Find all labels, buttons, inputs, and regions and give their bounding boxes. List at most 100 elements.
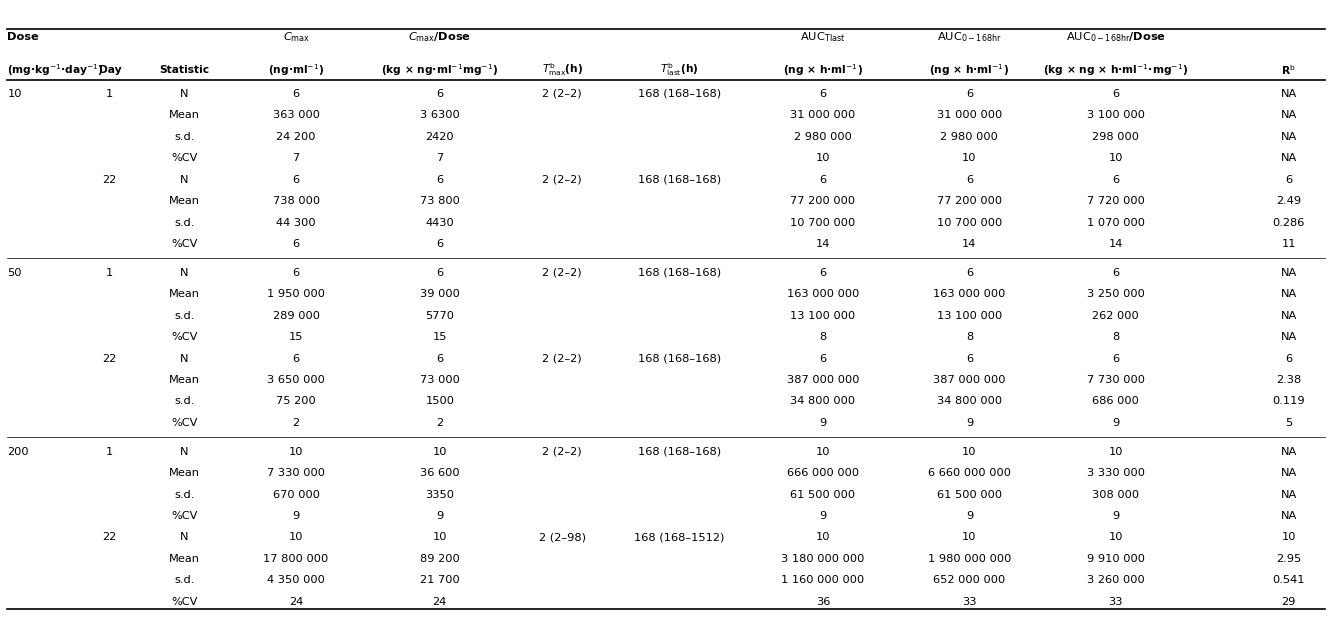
Text: $\rm AUC_{0-168hr}$: $\rm AUC_{0-168hr}$ <box>938 30 1002 44</box>
Text: 33: 33 <box>1108 597 1123 607</box>
Text: R$^{\rm b}$: R$^{\rm b}$ <box>1281 63 1296 76</box>
Text: 11: 11 <box>1281 239 1296 249</box>
Text: 33: 33 <box>962 597 976 607</box>
Text: 5: 5 <box>1285 418 1292 428</box>
Text: 6: 6 <box>819 175 827 184</box>
Text: $T_{\rm last}^{\rm b}$(h): $T_{\rm last}^{\rm b}$(h) <box>661 61 698 78</box>
Text: Mean: Mean <box>169 554 200 564</box>
Text: 9: 9 <box>293 511 300 521</box>
Text: 34 800 000: 34 800 000 <box>936 396 1002 406</box>
Text: 31 000 000: 31 000 000 <box>790 111 855 120</box>
Text: 29: 29 <box>1281 597 1296 607</box>
Text: 73 000: 73 000 <box>420 375 460 385</box>
Text: 50: 50 <box>8 268 21 278</box>
Text: 168 (168–168): 168 (168–168) <box>638 89 721 99</box>
Text: 163 000 000: 163 000 000 <box>787 289 859 299</box>
Text: 3 100 000: 3 100 000 <box>1087 111 1144 120</box>
Text: 13 100 000: 13 100 000 <box>936 310 1002 320</box>
Text: (kg × ng·ml$^{-1}$mg$^{-1}$): (kg × ng·ml$^{-1}$mg$^{-1}$) <box>381 62 498 78</box>
Text: 1500: 1500 <box>425 396 454 406</box>
Text: 10: 10 <box>962 446 976 456</box>
Text: 22: 22 <box>103 532 117 542</box>
Text: 10: 10 <box>815 446 830 456</box>
Text: 168 (168–168): 168 (168–168) <box>638 446 721 456</box>
Text: 2.49: 2.49 <box>1276 196 1301 206</box>
Text: 7: 7 <box>293 153 300 163</box>
Text: 9: 9 <box>819 418 827 428</box>
Text: 7 720 000: 7 720 000 <box>1087 196 1144 206</box>
Text: 168 (168–168): 168 (168–168) <box>638 175 721 184</box>
Text: 363 000: 363 000 <box>273 111 320 120</box>
Text: NA: NA <box>1280 89 1297 99</box>
Text: 2 (2–2): 2 (2–2) <box>542 446 582 456</box>
Text: NA: NA <box>1280 489 1297 499</box>
Text: NA: NA <box>1280 289 1297 299</box>
Text: NA: NA <box>1280 111 1297 120</box>
Text: 6: 6 <box>1285 353 1292 363</box>
Text: 6: 6 <box>819 353 827 363</box>
Text: 6 660 000 000: 6 660 000 000 <box>928 468 1011 478</box>
Text: %CV: %CV <box>170 418 197 428</box>
Text: 10 700 000: 10 700 000 <box>936 217 1002 227</box>
Text: 10: 10 <box>815 153 830 163</box>
Text: 10: 10 <box>8 89 21 99</box>
Text: 5770: 5770 <box>425 310 454 320</box>
Text: 0.286: 0.286 <box>1272 217 1305 227</box>
Text: 9 910 000: 9 910 000 <box>1087 554 1144 564</box>
Text: s.d.: s.d. <box>174 310 194 320</box>
Text: 10: 10 <box>962 532 976 542</box>
Text: N: N <box>180 532 189 542</box>
Text: 73 800: 73 800 <box>420 196 460 206</box>
Text: N: N <box>180 89 189 99</box>
Text: 2: 2 <box>437 418 444 428</box>
Text: 36: 36 <box>815 597 830 607</box>
Text: $T_{\rm max}^{\rm b}$(h): $T_{\rm max}^{\rm b}$(h) <box>542 61 583 78</box>
Text: 6: 6 <box>966 268 972 278</box>
Text: 6: 6 <box>293 89 300 99</box>
Text: 21 700: 21 700 <box>420 575 460 585</box>
Text: 686 000: 686 000 <box>1092 396 1139 406</box>
Text: 2 (2–2): 2 (2–2) <box>542 89 582 99</box>
Text: 6: 6 <box>293 353 300 363</box>
Text: 2 (2–2): 2 (2–2) <box>542 268 582 278</box>
Text: 24 200: 24 200 <box>276 132 316 142</box>
Text: 1: 1 <box>107 268 113 278</box>
Text: $C_{\rm max}$/Dose: $C_{\rm max}$/Dose <box>409 30 472 44</box>
Text: 6: 6 <box>966 353 972 363</box>
Text: 89 200: 89 200 <box>420 554 460 564</box>
Text: 7 730 000: 7 730 000 <box>1087 375 1144 385</box>
Text: 36 600: 36 600 <box>420 468 460 478</box>
Text: 308 000: 308 000 <box>1092 489 1139 499</box>
Text: 77 200 000: 77 200 000 <box>790 196 855 206</box>
Text: 3350: 3350 <box>425 489 454 499</box>
Text: s.d.: s.d. <box>174 575 194 585</box>
Text: 77 200 000: 77 200 000 <box>936 196 1002 206</box>
Text: 14: 14 <box>1108 239 1123 249</box>
Text: 3 330 000: 3 330 000 <box>1087 468 1144 478</box>
Text: 387 000 000: 387 000 000 <box>787 375 859 385</box>
Text: 163 000 000: 163 000 000 <box>934 289 1006 299</box>
Text: 9: 9 <box>1112 511 1119 521</box>
Text: 3 6300: 3 6300 <box>420 111 460 120</box>
Text: 1 950 000: 1 950 000 <box>268 289 325 299</box>
Text: 61 500 000: 61 500 000 <box>936 489 1002 499</box>
Text: 168 (168–168): 168 (168–168) <box>638 268 721 278</box>
Text: s.d.: s.d. <box>174 132 194 142</box>
Text: (kg × ng × h·ml$^{-1}$·mg$^{-1}$): (kg × ng × h·ml$^{-1}$·mg$^{-1}$) <box>1043 62 1188 78</box>
Text: 10: 10 <box>433 532 448 542</box>
Text: s.d.: s.d. <box>174 396 194 406</box>
Text: 7: 7 <box>436 153 444 163</box>
Text: 9: 9 <box>1112 418 1119 428</box>
Text: N: N <box>180 268 189 278</box>
Text: 22: 22 <box>103 353 117 363</box>
Text: N: N <box>180 353 189 363</box>
Text: NA: NA <box>1280 446 1297 456</box>
Text: 168 (168–168): 168 (168–168) <box>638 353 721 363</box>
Text: 0.119: 0.119 <box>1272 396 1305 406</box>
Text: 10: 10 <box>433 446 448 456</box>
Text: 8: 8 <box>819 332 827 342</box>
Text: 10: 10 <box>289 532 304 542</box>
Text: 3 250 000: 3 250 000 <box>1087 289 1144 299</box>
Text: 262 000: 262 000 <box>1092 310 1139 320</box>
Text: 738 000: 738 000 <box>273 196 320 206</box>
